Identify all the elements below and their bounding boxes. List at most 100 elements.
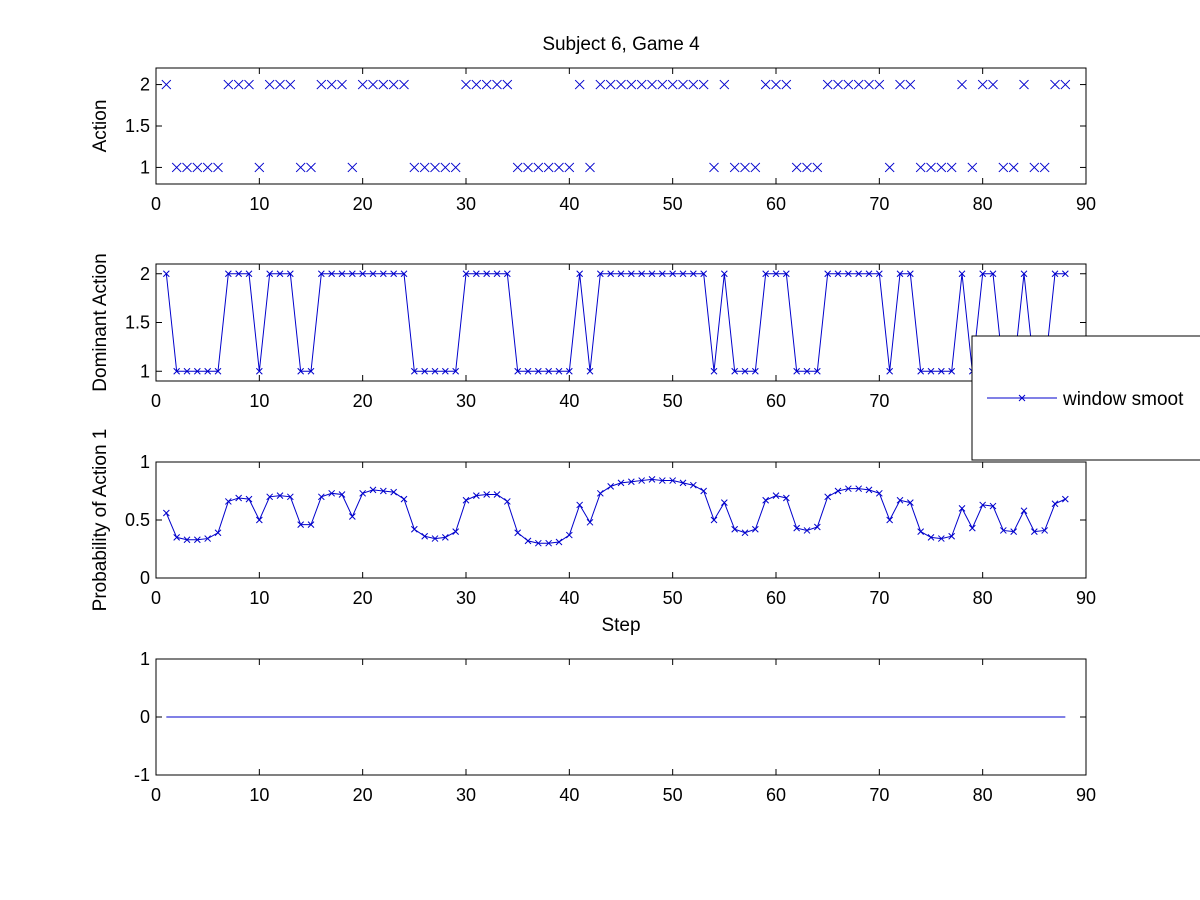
data-point bbox=[844, 485, 852, 493]
data-point bbox=[452, 367, 460, 375]
data-point bbox=[822, 79, 833, 90]
data-point bbox=[781, 79, 792, 90]
subplot-3: 0 10 20 30 40 50 60 70 80 90 0 0.5 1 Probability of A… bbox=[90, 429, 1096, 636]
data-point bbox=[533, 162, 544, 173]
x-tick-label: 40 bbox=[559, 785, 579, 805]
data-point bbox=[493, 270, 501, 278]
y-axis-label: Action bbox=[90, 100, 111, 153]
data-point bbox=[523, 162, 533, 173]
data-point bbox=[574, 79, 585, 90]
data-point bbox=[400, 495, 408, 503]
data-point bbox=[286, 270, 294, 278]
data-point bbox=[864, 79, 874, 90]
data-point bbox=[555, 538, 563, 546]
data-point bbox=[1020, 507, 1028, 515]
data-point bbox=[254, 162, 265, 173]
legend: window smoot bbox=[971, 335, 1200, 461]
data-point bbox=[813, 523, 821, 531]
data-point bbox=[390, 270, 398, 278]
axes-frame bbox=[155, 67, 1087, 185]
data-point bbox=[586, 518, 594, 526]
data-point bbox=[791, 162, 802, 173]
data-point bbox=[936, 162, 947, 173]
data-point bbox=[802, 162, 812, 173]
data-point bbox=[772, 492, 780, 499]
data-point bbox=[586, 367, 594, 375]
data-point bbox=[512, 162, 523, 173]
data-point bbox=[636, 79, 647, 90]
data-point bbox=[700, 487, 708, 495]
data-point bbox=[719, 79, 730, 90]
data-point bbox=[1019, 79, 1029, 90]
data-point bbox=[183, 367, 191, 375]
data-point bbox=[347, 162, 358, 173]
x-tick-label: 90 bbox=[1076, 785, 1096, 805]
data-point bbox=[667, 79, 678, 90]
data-point bbox=[1020, 270, 1028, 278]
data-point bbox=[793, 524, 801, 532]
x-tick-label: 90 bbox=[1076, 588, 1096, 608]
data-point bbox=[576, 270, 584, 278]
data-point bbox=[731, 367, 739, 375]
data-point bbox=[741, 529, 749, 537]
data-point bbox=[245, 270, 253, 278]
data-point bbox=[461, 79, 471, 90]
data-point bbox=[244, 79, 254, 90]
data-point bbox=[173, 534, 181, 541]
data-point bbox=[390, 488, 398, 496]
data-point bbox=[709, 162, 719, 173]
y-tick-label: 0 bbox=[140, 568, 150, 588]
x-tick-label: 30 bbox=[456, 391, 476, 411]
data-point bbox=[337, 79, 347, 90]
data-point bbox=[906, 499, 914, 506]
data-point bbox=[884, 162, 895, 173]
data-point bbox=[1060, 79, 1071, 90]
series-line bbox=[165, 273, 1066, 372]
data-point bbox=[1008, 162, 1019, 173]
data-point bbox=[399, 79, 409, 90]
data-point bbox=[161, 79, 172, 90]
data-point bbox=[483, 270, 491, 278]
data-point bbox=[173, 367, 181, 375]
data-point bbox=[297, 521, 305, 528]
data-point bbox=[514, 367, 522, 375]
data-point bbox=[534, 367, 542, 375]
y-tick-label: -1 bbox=[134, 765, 150, 785]
x-tick-label: 30 bbox=[456, 194, 476, 214]
y-tick-label: 1 bbox=[140, 649, 150, 669]
data-point bbox=[233, 79, 244, 90]
data-point bbox=[762, 496, 770, 504]
y-axis-label: Dominant Action bbox=[90, 253, 111, 391]
data-point bbox=[462, 270, 470, 278]
data-point bbox=[729, 162, 740, 173]
y-axis-label: Probability of Action 1 bbox=[90, 429, 111, 612]
data-point bbox=[1050, 79, 1060, 90]
x-tick-label: 30 bbox=[456, 785, 476, 805]
data-point bbox=[202, 162, 213, 173]
data-point bbox=[213, 162, 223, 173]
y-tick-label: 1 bbox=[140, 452, 150, 472]
data-point bbox=[710, 367, 718, 375]
data-point bbox=[348, 270, 356, 278]
data-point bbox=[524, 537, 532, 545]
data-point bbox=[989, 270, 997, 278]
data-point bbox=[266, 270, 274, 278]
data-point bbox=[782, 270, 790, 278]
data-point bbox=[658, 477, 666, 484]
data-point bbox=[855, 270, 863, 278]
data-point bbox=[958, 270, 966, 278]
data-point bbox=[977, 79, 988, 90]
data-point bbox=[647, 79, 657, 90]
x-tick-label: 0 bbox=[151, 785, 161, 805]
data-point bbox=[812, 162, 823, 173]
data-point bbox=[855, 485, 863, 493]
data-point bbox=[369, 270, 377, 278]
data-point bbox=[689, 481, 697, 489]
data-point bbox=[698, 79, 709, 90]
data-point bbox=[162, 509, 170, 517]
data-point bbox=[740, 162, 750, 173]
data-point bbox=[555, 367, 563, 375]
data-point bbox=[834, 270, 842, 278]
data-point bbox=[1030, 528, 1038, 535]
